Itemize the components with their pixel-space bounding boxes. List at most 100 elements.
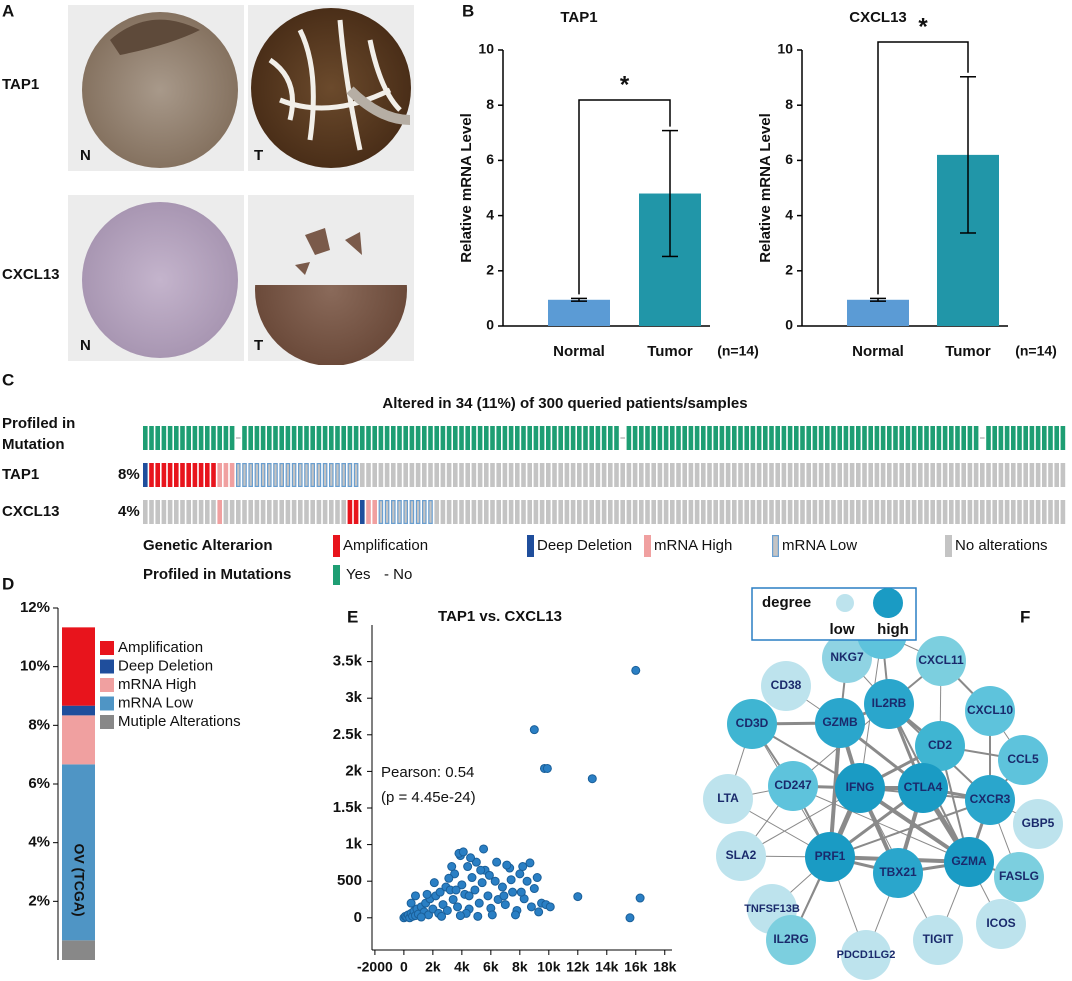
profiled-yes bbox=[868, 426, 873, 450]
y-tick-label: 8 bbox=[785, 96, 793, 112]
cell bbox=[887, 463, 892, 487]
cell bbox=[992, 463, 997, 487]
profiled-yes bbox=[825, 426, 830, 450]
column-label: N bbox=[80, 337, 91, 354]
x-tick-label: Normal bbox=[553, 343, 605, 360]
cell bbox=[849, 463, 855, 487]
cell bbox=[527, 463, 532, 487]
cell bbox=[862, 500, 867, 524]
cell bbox=[372, 500, 377, 524]
bar-segment bbox=[62, 705, 95, 716]
cell bbox=[484, 500, 489, 524]
node-label: CD247 bbox=[774, 778, 812, 792]
profiled-yes bbox=[490, 426, 495, 450]
cell bbox=[856, 463, 861, 487]
cell bbox=[223, 500, 229, 524]
x-tick-label: 18k bbox=[653, 959, 677, 975]
node-label: CTLA4 bbox=[904, 780, 943, 794]
point bbox=[515, 869, 525, 879]
point bbox=[410, 891, 420, 901]
cell bbox=[880, 463, 886, 487]
profiled-yes bbox=[440, 426, 446, 450]
cell bbox=[719, 500, 725, 524]
cell bbox=[1004, 463, 1010, 487]
point bbox=[453, 902, 463, 912]
annotation: (p = 4.45e-24) bbox=[381, 789, 476, 806]
profiled-yes bbox=[719, 426, 725, 450]
point bbox=[487, 910, 497, 920]
cell bbox=[322, 500, 328, 524]
cell bbox=[552, 463, 557, 487]
cell bbox=[347, 463, 353, 488]
node-label: CD38 bbox=[771, 678, 802, 692]
cell bbox=[831, 500, 836, 524]
cell bbox=[961, 463, 966, 487]
cell bbox=[651, 463, 656, 487]
cell bbox=[905, 500, 911, 524]
profiled-yes bbox=[800, 426, 805, 450]
cell bbox=[254, 463, 260, 488]
node-label: IL2RG bbox=[773, 932, 808, 946]
cell bbox=[161, 463, 167, 487]
x-tick-label: 10k bbox=[537, 959, 561, 975]
cell bbox=[366, 500, 371, 524]
cell bbox=[1011, 500, 1016, 524]
x-tick-label: -2000 bbox=[357, 959, 393, 975]
cell bbox=[756, 463, 762, 487]
cell bbox=[911, 463, 917, 487]
error-bar bbox=[571, 297, 587, 302]
y-tick-label: 3.5k bbox=[333, 653, 363, 670]
cell bbox=[868, 500, 873, 524]
node bbox=[835, 763, 885, 813]
cell bbox=[515, 500, 520, 524]
panel-label: C bbox=[2, 370, 14, 389]
point bbox=[587, 774, 597, 784]
profiled-yes bbox=[260, 426, 266, 450]
cell bbox=[279, 500, 284, 524]
cell bbox=[862, 463, 867, 487]
profiled-yes bbox=[806, 426, 811, 450]
cell bbox=[459, 463, 464, 487]
cell bbox=[887, 500, 892, 524]
cell bbox=[378, 463, 384, 487]
cell bbox=[682, 463, 687, 487]
profiled-yes bbox=[533, 426, 539, 450]
cell bbox=[285, 463, 291, 488]
profiled-yes bbox=[366, 426, 371, 450]
cell bbox=[750, 463, 756, 487]
profiled-yes bbox=[143, 426, 148, 450]
profiled-yes bbox=[248, 426, 253, 450]
row-label: CXCL13 bbox=[2, 266, 60, 283]
profiled-yes bbox=[539, 426, 545, 450]
point bbox=[476, 865, 486, 875]
cell bbox=[192, 500, 198, 524]
profiled-yes bbox=[192, 426, 198, 450]
cell bbox=[707, 500, 712, 524]
point bbox=[525, 858, 535, 868]
profiled-yes bbox=[155, 426, 160, 450]
cell bbox=[769, 463, 774, 487]
cell bbox=[341, 463, 346, 488]
profiled-yes bbox=[701, 426, 706, 450]
profiled-yes bbox=[254, 426, 260, 450]
cell bbox=[415, 500, 421, 525]
cell bbox=[626, 500, 632, 524]
cell bbox=[682, 500, 687, 524]
cell bbox=[639, 463, 644, 487]
profiled-yes bbox=[632, 426, 638, 450]
gene-label: CXCL13 bbox=[2, 503, 60, 520]
cell bbox=[477, 500, 483, 524]
legend-swatch bbox=[771, 534, 779, 557]
cell bbox=[223, 463, 229, 487]
cell bbox=[806, 463, 811, 487]
point bbox=[510, 910, 520, 920]
cell bbox=[360, 463, 365, 487]
cell bbox=[347, 500, 353, 524]
profiled-yes bbox=[874, 426, 880, 450]
cell bbox=[986, 463, 991, 487]
cell bbox=[998, 500, 1004, 524]
cell bbox=[769, 500, 774, 524]
cell bbox=[229, 463, 235, 487]
cell bbox=[564, 500, 570, 524]
